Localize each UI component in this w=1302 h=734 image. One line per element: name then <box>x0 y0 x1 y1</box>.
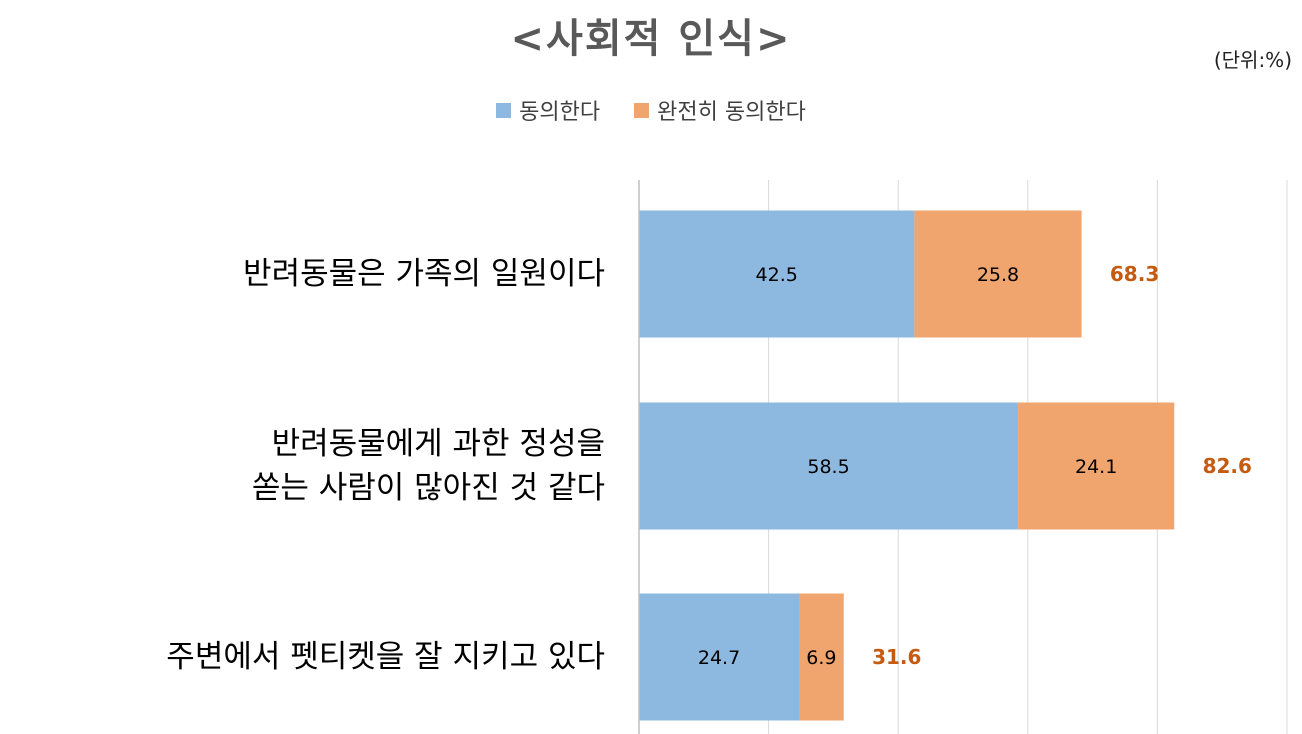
data-label: 25.8 <box>977 264 1019 286</box>
bar-strongly-agree <box>914 210 1082 338</box>
total-label: 68.3 <box>1110 262 1159 286</box>
data-label: 24.1 <box>1075 456 1117 478</box>
legend-swatch-agree <box>496 102 512 118</box>
unit-note: (단위:%) <box>1213 48 1292 72</box>
bar-agree <box>639 593 800 721</box>
bar-agree <box>639 402 1019 530</box>
legend-swatch-strongly-agree <box>634 102 650 118</box>
legend-label-agree: 동의한다 <box>519 100 601 125</box>
legend-item-agree: 동의한다 <box>496 94 600 126</box>
data-label: 42.5 <box>756 264 798 286</box>
category-label: 주변에서 펫티켓을 잘 지키고 있다 <box>166 639 605 675</box>
total-label: 82.6 <box>1203 454 1252 478</box>
data-label: 6.9 <box>806 647 836 669</box>
category-label: 쏟는 사람이 많아진 것 같다 <box>252 470 605 506</box>
data-label: 58.5 <box>807 456 849 478</box>
total-label: 31.6 <box>872 645 921 669</box>
legend-item-strongly-agree: 완전히 동의한다 <box>634 94 806 126</box>
bar-strongly-agree <box>1018 402 1175 530</box>
category-label: 반려동물에게 과한 정성을 <box>272 426 605 462</box>
category-label: 반려동물은 가족의 일원이다 <box>243 256 605 292</box>
legend: 동의한다 완전히 동의한다 <box>0 94 1302 126</box>
data-label: 24.7 <box>698 647 740 669</box>
legend-label-strongly-agree: 완전히 동의한다 <box>657 100 806 125</box>
chart-title: <사회적 인식> <box>510 16 792 62</box>
bar-agree <box>639 210 915 338</box>
bar-strongly-agree <box>799 593 844 721</box>
